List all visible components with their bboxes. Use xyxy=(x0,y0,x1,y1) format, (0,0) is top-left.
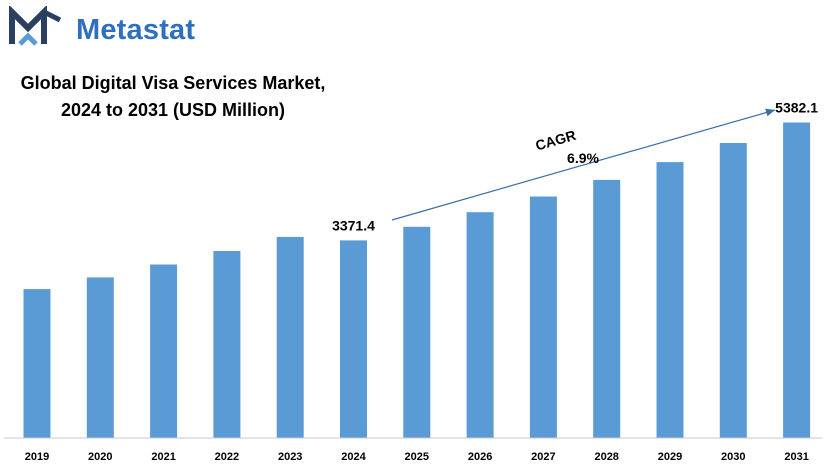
x-tick-2027: 2027 xyxy=(531,451,555,463)
bar-2025 xyxy=(403,226,431,438)
x-tick-2026: 2026 xyxy=(468,451,492,463)
bar-2028 xyxy=(593,179,621,438)
metastat-logo: Metastat xyxy=(8,4,228,48)
cagr-annotation: CAGR 6.9% xyxy=(391,108,776,221)
x-tick-2019: 2019 xyxy=(25,451,49,463)
bar-2024 xyxy=(340,240,367,438)
x-tick-2023: 2023 xyxy=(278,451,302,463)
bar-2022 xyxy=(213,251,241,438)
x-tick-2021: 2021 xyxy=(151,451,175,463)
x-tick-2028: 2028 xyxy=(594,451,618,463)
cagr-arrow xyxy=(391,109,776,221)
data-label-2024: 3371.4 xyxy=(332,217,375,233)
bar-2026 xyxy=(466,212,494,438)
bar-2021 xyxy=(150,264,178,438)
chart-title: Global Digital Visa Services Market, 202… xyxy=(0,70,346,124)
chart-title-line-2: 2024 to 2031 (USD Million) xyxy=(60,100,286,120)
x-tick-2025: 2025 xyxy=(405,451,429,463)
x-tick-2024: 2024 xyxy=(341,451,366,463)
bar-2027 xyxy=(529,196,557,438)
bar-2023 xyxy=(276,236,304,438)
data-label-2031: 5382.1 xyxy=(775,100,818,116)
chart-title-line-1: Global Digital Visa Services Market, xyxy=(20,73,326,93)
x-tick-2029: 2029 xyxy=(658,451,682,463)
brand-name: Metastat xyxy=(76,14,196,46)
bar-2030 xyxy=(719,143,747,438)
bar-2020 xyxy=(86,277,114,438)
x-tick-2020: 2020 xyxy=(88,451,112,463)
metastat-logo-icon xyxy=(9,4,62,46)
bar-2019 xyxy=(23,289,51,438)
bar-2029 xyxy=(656,162,684,438)
cagr-arrowhead xyxy=(765,108,775,117)
x-tick-2030: 2030 xyxy=(721,451,745,463)
x-tick-2022: 2022 xyxy=(215,451,239,463)
bar-2031 xyxy=(783,122,811,438)
cagr-value: 6.9% xyxy=(567,150,599,166)
x-tick-2031: 2031 xyxy=(784,451,808,463)
